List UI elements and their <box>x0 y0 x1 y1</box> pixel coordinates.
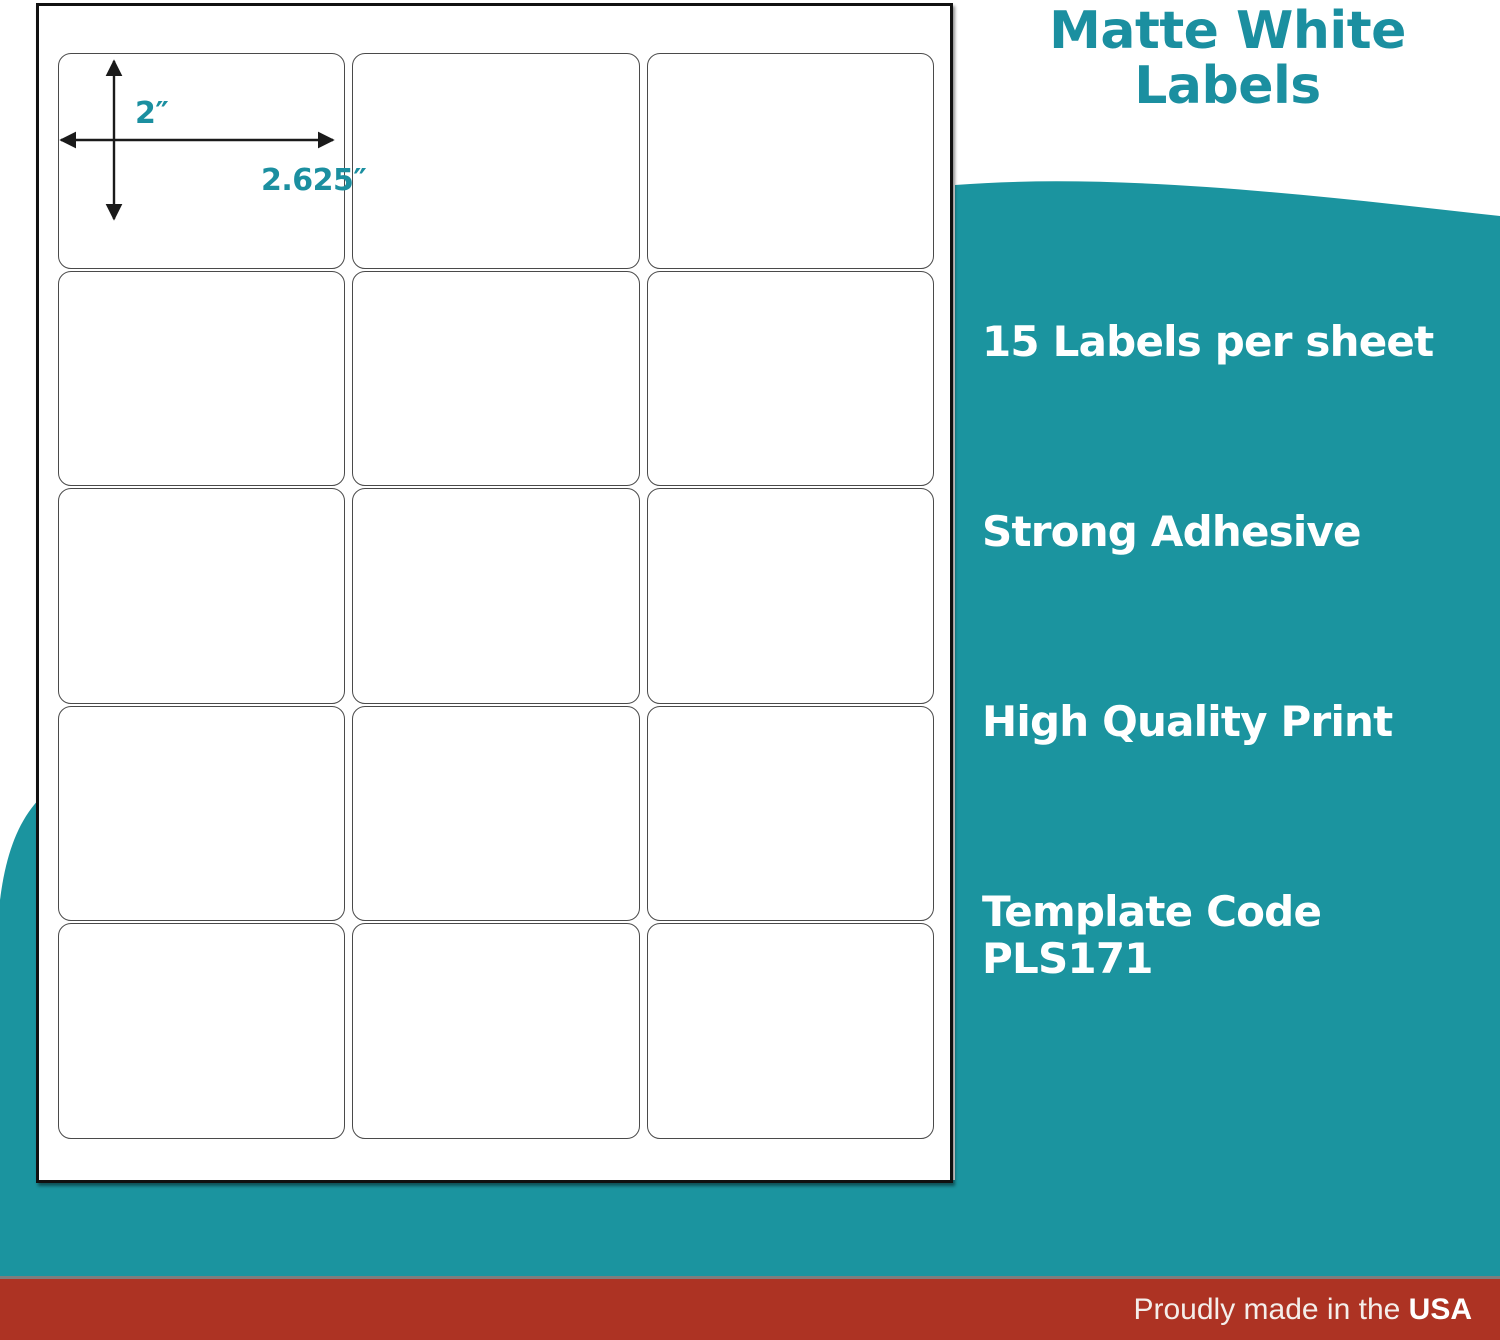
label-height-dimension-text: 2″ <box>135 96 169 131</box>
label-cell[interactable] <box>646 923 934 1139</box>
label-cell[interactable] <box>58 923 346 1139</box>
made-in-usa-text: Proudly made in the USA <box>1134 1293 1473 1327</box>
paper-sheet: 2″ 2.625″ <box>36 3 953 1183</box>
product-title: Matte White Labels <box>955 4 1500 113</box>
feature-high-quality-print: High Quality Print <box>982 697 1393 747</box>
feature-list: 15 Labels per sheet Strong Adhesive High… <box>982 318 1482 982</box>
label-cell[interactable] <box>58 270 346 487</box>
feature-template-code: Template Code PLS171 <box>982 887 1322 984</box>
feature-strong-adhesive: Strong Adhesive <box>982 507 1362 557</box>
label-cell[interactable] <box>352 923 640 1139</box>
product-title-line-1: Matte White <box>1049 1 1406 61</box>
label-width-dimension-text: 2.625″ <box>261 163 367 198</box>
product-info-panel: Matte White Labels 15 Labels per sheet S… <box>955 0 1500 1276</box>
made-in-usa-emphasis: USA <box>1408 1292 1472 1326</box>
label-cell[interactable] <box>58 705 346 922</box>
made-in-usa-banner: Proudly made in the USA <box>0 1276 1500 1340</box>
label-grid <box>58 53 934 1139</box>
made-in-usa-prefix: Proudly made in the <box>1133 1292 1409 1326</box>
label-cell[interactable] <box>352 488 640 704</box>
label-cell[interactable] <box>352 705 640 922</box>
label-cell[interactable] <box>58 53 346 269</box>
label-cell[interactable] <box>646 705 934 922</box>
product-title-line-2: Labels <box>1134 55 1321 116</box>
label-cell[interactable] <box>646 270 934 487</box>
label-cell[interactable] <box>58 488 346 704</box>
feature-labels-per-sheet: 15 Labels per sheet <box>982 317 1434 366</box>
label-cell[interactable] <box>646 488 934 704</box>
label-cell[interactable] <box>352 270 640 487</box>
label-cell[interactable] <box>646 53 934 269</box>
label-sheet-diagram: 2″ 2.625″ <box>36 3 953 1183</box>
label-cell[interactable] <box>352 53 640 269</box>
